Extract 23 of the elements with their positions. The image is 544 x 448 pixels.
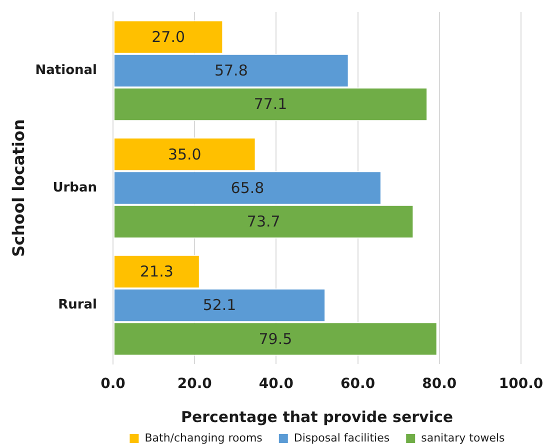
- legend-label: Disposal facilities: [294, 431, 390, 444]
- data-label: 65.8: [230, 178, 264, 197]
- data-label: 79.5: [258, 330, 292, 348]
- y-tick-label: Rural: [58, 298, 97, 313]
- data-label: 35.0: [168, 145, 202, 164]
- data-label: 77.1: [254, 95, 288, 114]
- y-tick-label: National: [35, 63, 97, 78]
- y-axis-title: School location: [8, 119, 28, 257]
- data-label: 21.3: [140, 262, 174, 281]
- data-label: 73.7: [246, 212, 280, 231]
- x-tick-label: 100.0: [498, 376, 544, 392]
- data-label: 57.8: [214, 62, 248, 80]
- x-tick-label: 20.0: [177, 376, 212, 392]
- legend-label: Bath/changing rooms: [144, 431, 263, 444]
- legend-label: sanitary towels: [421, 431, 506, 444]
- data-label: 27.0: [152, 28, 186, 46]
- x-tick-label: 80.0: [422, 376, 457, 392]
- data-label: 52.1: [202, 296, 236, 314]
- x-axis-title: Percentage that provide service: [180, 408, 454, 426]
- x-tick-label: 0.0: [100, 376, 126, 392]
- x-tick-label: 60.0: [340, 376, 376, 392]
- x-tick-label: 40.0: [258, 376, 294, 392]
- y-tick-label: Urban: [52, 180, 97, 196]
